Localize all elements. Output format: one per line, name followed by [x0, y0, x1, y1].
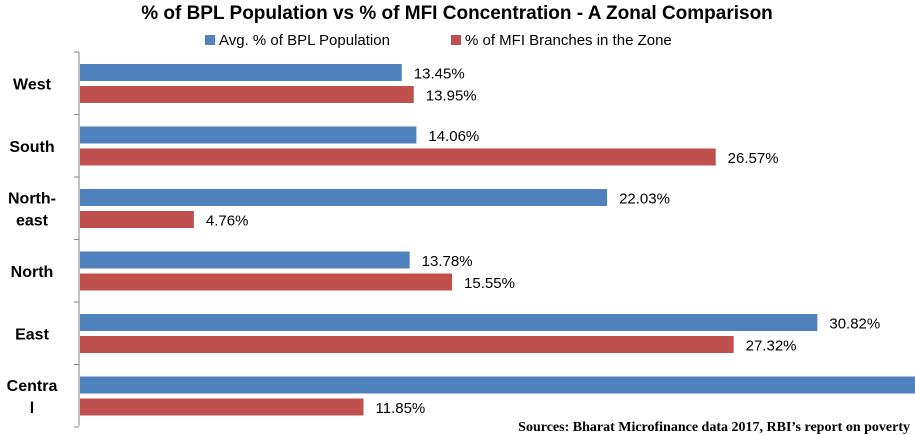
data-labels: 13.45% 13.95% 14.06% 26.57% 22.03% 4.76% 13.78… — [206, 66, 880, 418]
bar-bpl-3 — [80, 251, 410, 269]
data-label-bpl-4: 30.82% — [829, 316, 880, 333]
bar-mfi-0 — [80, 86, 414, 103]
legend-label-1: Avg. % of BPL Population — [219, 32, 390, 49]
data-label-mfi-5: 11.85% — [376, 400, 426, 417]
category-label-2: North-east — [8, 190, 56, 229]
data-label-bpl-3: 13.78% — [422, 253, 473, 270]
legend-swatch-1 — [205, 35, 215, 45]
data-label-mfi-3: 15.55% — [464, 275, 515, 292]
legend: Avg. % of BPL Population % of MFI Branche… — [205, 32, 672, 49]
source-annotation: Sources: Bharat Microfinance data 2017, … — [518, 420, 910, 435]
category-label-0: West — [13, 76, 52, 93]
bar-bpl-2 — [80, 189, 608, 206]
chart-title: % of BPL Population vs % of MFI Concentr… — [141, 3, 773, 24]
bar-mfi-1 — [80, 148, 716, 166]
bars — [80, 64, 915, 416]
data-label-mfi-2: 4.76% — [206, 213, 249, 230]
category-label-1: South — [9, 139, 54, 156]
data-label-bpl-2: 22.03% — [619, 191, 670, 208]
data-label-bpl-0: 13.45% — [414, 66, 465, 83]
bar-bpl-5 — [80, 376, 915, 394]
y-axis-ticks — [74, 51, 79, 428]
category-label-3: North — [11, 264, 54, 281]
category-label-4: East — [15, 326, 49, 343]
bar-mfi-4 — [80, 336, 734, 353]
legend-swatch-2 — [451, 35, 461, 45]
data-label-mfi-1: 26.57% — [728, 150, 779, 167]
category-label-5: Centra l — [7, 378, 58, 417]
data-label-mfi-4: 27.32% — [746, 338, 797, 355]
bar-mfi-2 — [80, 211, 194, 228]
category-labels: West South North-east North East Centra l — [7, 76, 58, 417]
bar-mfi-5 — [80, 398, 364, 416]
bar-mfi-3 — [80, 273, 453, 291]
bar-bpl-4 — [80, 314, 818, 331]
bar-bpl-1 — [80, 126, 417, 144]
data-label-mfi-0: 13.95% — [426, 88, 477, 105]
data-label-bpl-1: 14.06% — [428, 128, 479, 145]
legend-label-2: % of MFI Branches in the Zone — [465, 32, 672, 49]
bar-bpl-0 — [80, 64, 402, 81]
